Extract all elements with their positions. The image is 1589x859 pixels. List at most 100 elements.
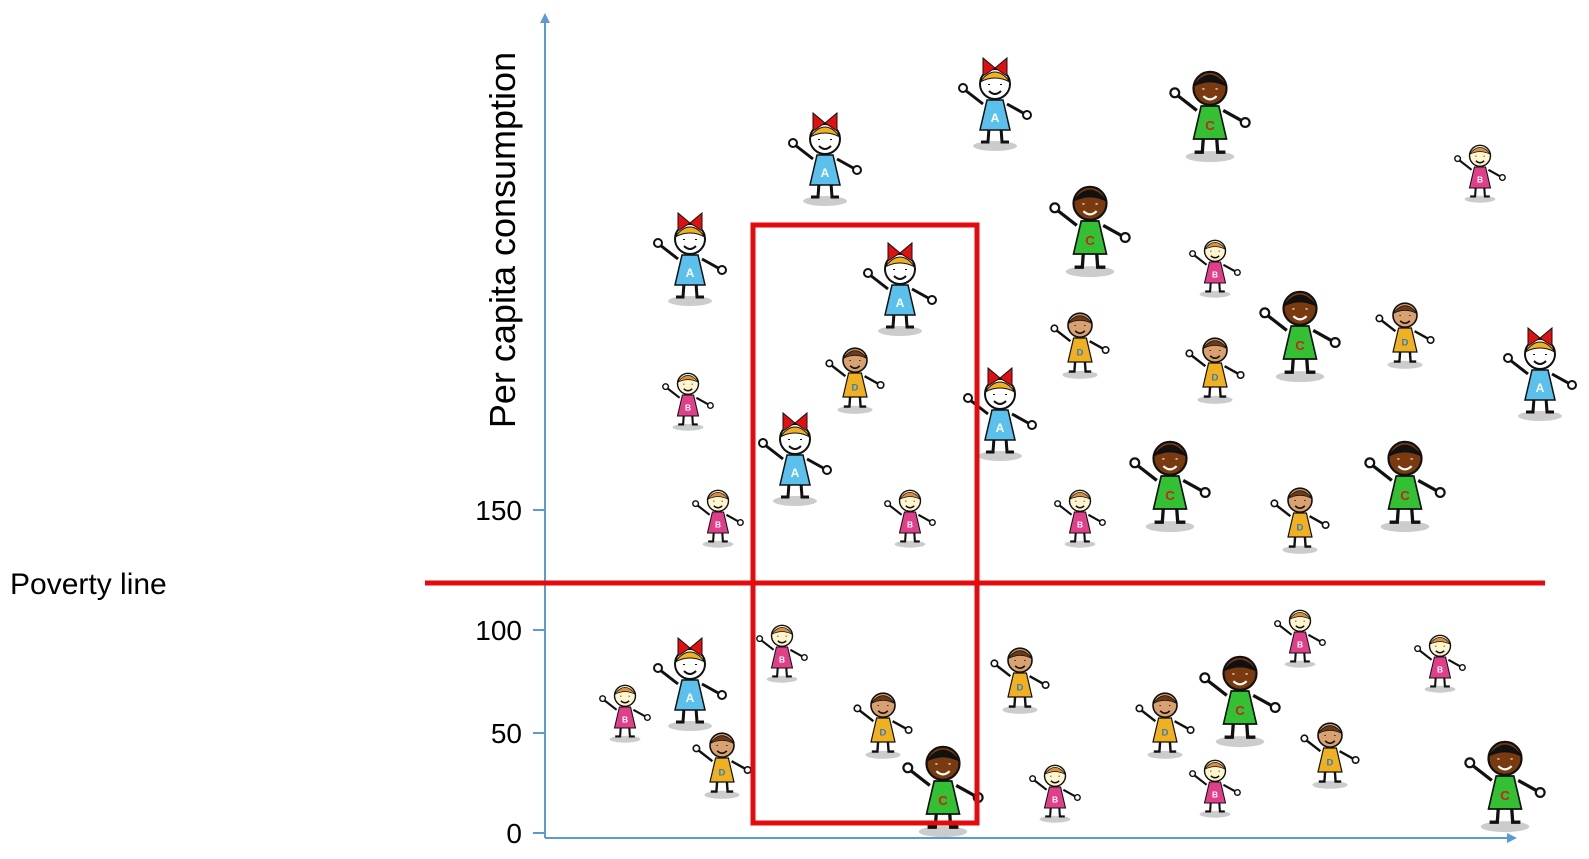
shadow	[1284, 660, 1316, 668]
tick-label: 100	[475, 615, 522, 646]
shirt	[674, 254, 706, 286]
shadow	[704, 790, 740, 799]
shirt-letter: B	[685, 402, 691, 412]
hand	[643, 713, 651, 721]
hand	[599, 695, 607, 703]
hand	[1050, 324, 1059, 333]
legs	[710, 780, 734, 793]
arms	[760, 639, 804, 658]
hand	[1233, 268, 1241, 276]
shadow	[1282, 545, 1318, 554]
hand	[743, 766, 752, 775]
face	[1075, 500, 1085, 509]
hair	[674, 651, 706, 663]
hand	[692, 744, 701, 753]
hand	[1129, 457, 1141, 469]
shirt	[1203, 261, 1227, 284]
shadow	[973, 141, 1017, 151]
figure: A	[758, 411, 832, 506]
shadow	[1424, 685, 1456, 693]
arms	[659, 668, 721, 696]
arms	[908, 768, 977, 798]
legs	[1288, 535, 1312, 548]
arms	[1458, 159, 1502, 178]
arms	[1135, 463, 1204, 493]
shirt-letter: A	[1536, 381, 1545, 395]
figure: C	[1364, 440, 1446, 533]
hand	[1464, 757, 1476, 769]
arms	[1058, 504, 1102, 523]
hand	[1318, 638, 1326, 646]
hand	[692, 500, 700, 508]
face	[716, 745, 728, 754]
figure: D	[1050, 312, 1110, 379]
legs	[843, 395, 867, 408]
face	[1435, 645, 1445, 654]
hand	[1534, 787, 1546, 799]
shadow	[1065, 266, 1115, 278]
hand	[1119, 232, 1131, 244]
face	[620, 695, 630, 704]
face	[988, 84, 1002, 95]
arms	[1305, 739, 1355, 761]
legs	[986, 437, 1014, 454]
shirt-letter: C	[1085, 233, 1095, 248]
shadow	[918, 826, 968, 838]
legs	[1224, 721, 1256, 739]
hand	[1199, 487, 1211, 499]
legs	[1194, 136, 1226, 154]
legs	[781, 482, 809, 499]
shadow	[978, 451, 1022, 461]
shirt	[1222, 690, 1258, 725]
shirt-letter: B	[622, 714, 628, 724]
hair	[1073, 189, 1107, 202]
shadow	[1197, 395, 1233, 404]
face	[713, 500, 723, 509]
legs	[1154, 506, 1186, 524]
figure: D	[1270, 487, 1330, 554]
shirt-letter: B	[907, 519, 913, 529]
hand	[1199, 672, 1211, 684]
arms	[1470, 763, 1539, 793]
hand	[963, 393, 973, 403]
hair	[884, 256, 916, 268]
figure: A	[958, 56, 1032, 151]
shadow	[668, 296, 712, 306]
arms	[1509, 358, 1571, 386]
face	[1295, 620, 1305, 629]
hand	[1329, 337, 1341, 349]
shadow	[1464, 195, 1496, 203]
hand	[928, 518, 936, 526]
bow	[782, 411, 808, 432]
legs	[708, 531, 728, 543]
figure: B	[1274, 609, 1326, 668]
hair	[1388, 444, 1422, 457]
figure: B	[1029, 764, 1081, 823]
shirt	[1487, 775, 1523, 810]
shirt-letter: A	[991, 111, 1000, 125]
shadow	[1312, 780, 1348, 789]
hand	[904, 726, 913, 735]
hair	[899, 492, 921, 500]
shirt	[884, 284, 916, 316]
hair	[709, 735, 735, 744]
hand	[927, 295, 937, 305]
shirt	[674, 679, 706, 711]
shirt-letter: B	[1212, 269, 1218, 279]
hair	[1469, 147, 1491, 155]
hand	[1300, 734, 1309, 743]
face	[1202, 88, 1218, 101]
hand	[1135, 704, 1144, 713]
bow	[1527, 326, 1553, 347]
shirt-letter: C	[1400, 488, 1410, 503]
shirt	[1428, 656, 1452, 679]
hair	[1067, 315, 1093, 324]
arms	[1033, 779, 1077, 798]
hand	[662, 383, 670, 391]
hair	[1287, 490, 1313, 499]
hand	[822, 465, 832, 475]
arms	[888, 504, 932, 523]
hair	[1283, 294, 1317, 307]
hand	[863, 268, 873, 278]
face	[1050, 775, 1060, 784]
